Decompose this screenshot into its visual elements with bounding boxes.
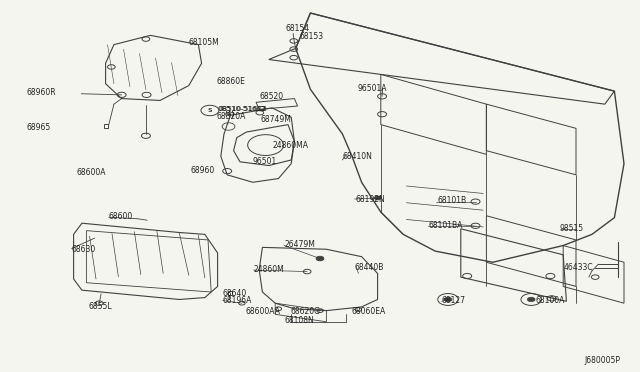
Text: 26479M: 26479M [284, 240, 315, 249]
Text: 68600: 68600 [109, 212, 133, 221]
Text: 68410N: 68410N [342, 153, 372, 161]
Text: 68630: 68630 [72, 245, 96, 254]
Text: 08510-51612: 08510-51612 [219, 106, 268, 112]
Text: 46433C: 46433C [563, 263, 593, 272]
Text: 68600AA: 68600AA [246, 307, 281, 316]
Text: 6855L: 6855L [88, 302, 112, 311]
Text: 98515: 98515 [560, 224, 584, 233]
Text: 08510-51612: 08510-51612 [218, 106, 266, 112]
Text: 68105M: 68105M [189, 38, 220, 46]
Text: 68127: 68127 [442, 296, 466, 305]
Text: 68960: 68960 [191, 166, 215, 175]
Text: 68196A: 68196A [223, 296, 252, 305]
Text: 68749M: 68749M [260, 115, 291, 124]
Text: 68192N: 68192N [356, 195, 385, 203]
Text: S: S [207, 108, 212, 113]
Text: 68101B: 68101B [437, 196, 467, 205]
Text: 68860E: 68860E [216, 77, 245, 86]
Text: 24860M: 24860M [253, 265, 284, 274]
Circle shape [316, 256, 324, 261]
Text: 68600A: 68600A [77, 168, 106, 177]
Text: 68060EA: 68060EA [352, 307, 387, 316]
Text: (4): (4) [224, 110, 234, 117]
Text: 68101BA: 68101BA [429, 221, 463, 230]
Text: (4): (4) [224, 110, 234, 117]
Text: 68960R: 68960R [27, 88, 56, 97]
Circle shape [444, 297, 452, 302]
Text: 68965: 68965 [27, 123, 51, 132]
Text: 96501: 96501 [252, 157, 276, 166]
Text: 24860MA: 24860MA [273, 141, 308, 150]
Text: 68154: 68154 [285, 24, 310, 33]
Text: 68100A: 68100A [535, 296, 564, 305]
Circle shape [374, 196, 381, 200]
Circle shape [527, 297, 535, 302]
Text: 68520: 68520 [260, 92, 284, 101]
Text: 68640: 68640 [223, 289, 247, 298]
Text: 68620G: 68620G [291, 307, 321, 316]
Text: 68108N: 68108N [285, 316, 314, 325]
Text: J680005P: J680005P [585, 356, 621, 365]
Text: 68153: 68153 [300, 32, 324, 41]
Text: 96501A: 96501A [357, 84, 387, 93]
Text: 68440B: 68440B [355, 263, 384, 272]
Text: 68320A: 68320A [216, 112, 246, 121]
